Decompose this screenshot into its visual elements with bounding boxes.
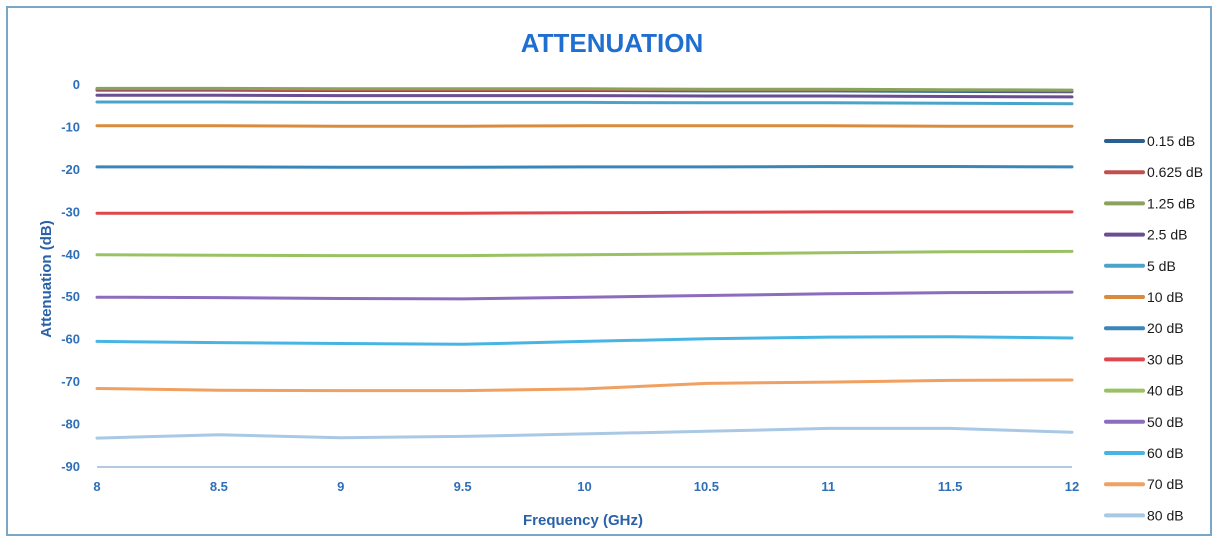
legend-label: 1.25 dB <box>1147 195 1195 211</box>
chart-title: ATTENUATION <box>521 28 703 58</box>
series-line-2 <box>95 86 1074 92</box>
x-tick-label: 8 <box>93 479 100 494</box>
legend-label: 20 dB <box>1147 320 1184 336</box>
legend-label: 60 dB <box>1147 445 1184 461</box>
series-line-5 <box>95 124 1074 128</box>
legend-label: 0.625 dB <box>1147 164 1203 180</box>
series-lines <box>95 86 1074 440</box>
series-line-8 <box>95 249 1074 258</box>
legend-label: 30 dB <box>1147 351 1184 367</box>
y-axis-ticks: 0 -10 -20 -30 -40 -50 -60 -70 -80 -90 <box>61 77 80 474</box>
series-line-3 <box>95 93 1074 99</box>
series-line-7 <box>95 210 1074 215</box>
legend: 0.15 dB 0.625 dB 1.25 dB 2.5 dB 5 dB 10 dB 20 … <box>1104 133 1203 523</box>
series-line-9 <box>95 290 1074 301</box>
y-tick-label: -90 <box>61 459 80 474</box>
legend-label: 50 dB <box>1147 414 1184 430</box>
legend-label: 5 dB <box>1147 258 1176 274</box>
series-line-10 <box>95 335 1074 346</box>
x-axis-ticks: 8 8.5 9 9.5 10 10.5 11 11.5 12 <box>93 479 1079 494</box>
x-tick-label: 8.5 <box>210 479 228 494</box>
x-tick-label: 10.5 <box>694 479 719 494</box>
series-line-4 <box>95 100 1074 106</box>
y-tick-label: -10 <box>61 119 80 134</box>
y-tick-label: -70 <box>61 374 80 389</box>
series-line-12 <box>95 426 1074 440</box>
y-tick-label: -80 <box>61 417 80 432</box>
series-line-6 <box>95 165 1074 169</box>
legend-label: 10 dB <box>1147 289 1184 305</box>
legend-label: 80 dB <box>1147 507 1184 523</box>
x-tick-label: 9 <box>337 479 344 494</box>
legend-label: 0.15 dB <box>1147 133 1195 149</box>
legend-label: 40 dB <box>1147 383 1184 399</box>
y-tick-label: -30 <box>61 204 80 219</box>
legend-label: 2.5 dB <box>1147 227 1187 243</box>
y-tick-label: 0 <box>73 77 80 92</box>
series-line-11 <box>95 378 1074 393</box>
y-axis-label: Attenuation (dB) <box>38 220 55 337</box>
y-tick-label: -40 <box>61 247 80 262</box>
x-tick-label: 11.5 <box>938 479 963 494</box>
x-tick-label: 9.5 <box>454 479 472 494</box>
x-tick-label: 10 <box>577 479 591 494</box>
y-tick-label: -50 <box>61 289 80 304</box>
x-axis-label: Frequency (GHz) <box>523 512 643 529</box>
legend-label: 70 dB <box>1147 476 1184 492</box>
y-tick-label: -20 <box>61 162 80 177</box>
y-tick-label: -60 <box>61 332 80 347</box>
x-tick-label: 11 <box>821 479 835 494</box>
x-tick-label: 12 <box>1065 479 1079 494</box>
